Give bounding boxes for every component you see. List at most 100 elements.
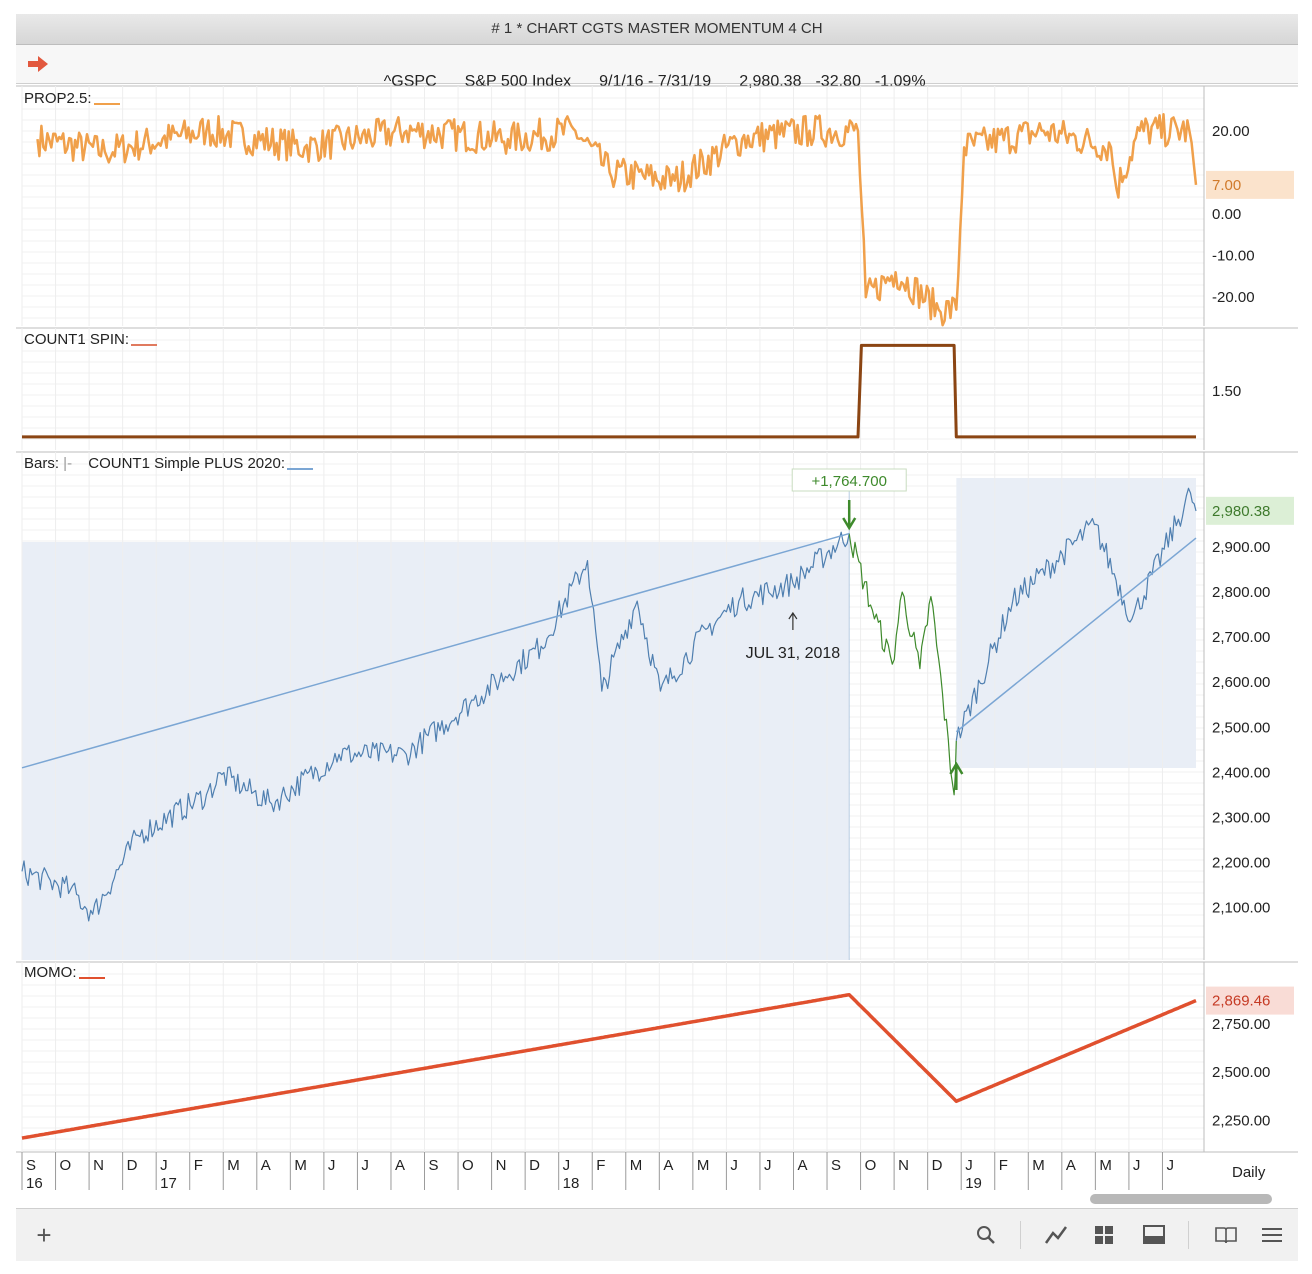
prop-tick-label: 0.00 (1212, 206, 1241, 223)
momo-badge (1206, 986, 1294, 1015)
month-label: D (932, 1157, 943, 1174)
price-panel-label: Bars: |- COUNT1 Simple PLUS 2020: (24, 455, 313, 472)
momo-tick-label: 2,500.00 (1212, 1064, 1270, 1081)
month-label: A (663, 1157, 673, 1174)
prop-series-line (36, 113, 1198, 327)
year-label: 18 (563, 1175, 580, 1192)
month-label: J (764, 1157, 772, 1174)
search-icon[interactable] (972, 1221, 1000, 1249)
month-label: S (26, 1157, 36, 1174)
month-label: A (261, 1157, 271, 1174)
price-shaded-region (22, 542, 850, 960)
price-tick-label: 2,900.00 (1212, 539, 1270, 556)
month-label: M (1032, 1157, 1045, 1174)
spin-panel-label: COUNT1 SPIN: (24, 331, 158, 348)
prop-tick-label: -10.00 (1212, 248, 1255, 265)
price-tick-label: 2,700.00 (1212, 629, 1270, 646)
panel-icon[interactable] (1140, 1221, 1168, 1249)
prop-badge (1206, 170, 1294, 199)
month-label: F (999, 1157, 1008, 1174)
line-chart-icon[interactable] (1042, 1221, 1070, 1249)
prop-tick-label: 20.00 (1212, 123, 1250, 140)
annotation-profit-label: +1,764.700 (811, 473, 887, 490)
momo-badge-label: 2,869.46 (1212, 993, 1270, 1010)
window-title: # 1 * CHART CGTS MASTER MOMENTUM 4 CH (491, 20, 823, 37)
price-tick-label: 2,300.00 (1212, 809, 1270, 826)
study-label: COUNT1 Simple PLUS 2020: (88, 455, 285, 472)
month-label: D (529, 1157, 540, 1174)
momo-tick-label: 2,250.00 (1212, 1113, 1270, 1130)
window-title-bar: # 1 * CHART CGTS MASTER MOMENTUM 4 CH (16, 14, 1298, 45)
price-trendline (21, 532, 850, 769)
plus-icon[interactable]: + (36, 1220, 52, 1250)
month-label: D (127, 1157, 138, 1174)
sell-arrow-icon (842, 500, 857, 531)
year-label: 19 (965, 1175, 982, 1192)
toolbar-divider (1020, 1221, 1021, 1249)
month-label: O (462, 1157, 474, 1174)
month-label: F (194, 1157, 203, 1174)
month-label: N (898, 1157, 909, 1174)
price-shaded-region (956, 478, 1196, 768)
price-series-line (848, 533, 957, 796)
month-label: J (965, 1157, 973, 1174)
month-label: N (496, 1157, 507, 1174)
month-label: S (831, 1157, 841, 1174)
month-label: J (361, 1157, 369, 1174)
annotation-date-label: JUL 31, 2018 (746, 645, 841, 662)
month-label: J (1166, 1157, 1174, 1174)
price-tick-label: 2,200.00 (1212, 854, 1270, 871)
price-tick-label: 2,100.00 (1212, 899, 1270, 916)
price-tick-label: 2,400.00 (1212, 764, 1270, 781)
month-label: A (395, 1157, 405, 1174)
bars-label: Bars: (24, 455, 60, 472)
month-label: M (697, 1157, 710, 1174)
bottom-toolbar: + (16, 1208, 1298, 1261)
month-label: S (429, 1157, 439, 1174)
prop-tick-label: -20.00 (1212, 289, 1255, 306)
month-label: M (1099, 1157, 1112, 1174)
toolbar-divider (1188, 1221, 1189, 1249)
year-label: 17 (160, 1175, 177, 1192)
year-label: 16 (26, 1175, 43, 1192)
annotation-box (791, 468, 907, 492)
price-badge (1206, 496, 1294, 525)
month-label: J (563, 1157, 571, 1174)
buy-arrow-icon (949, 761, 964, 790)
book-icon[interactable] (1212, 1221, 1240, 1249)
price-series-line (955, 487, 1197, 741)
price-tick-label: 2,500.00 (1212, 719, 1270, 736)
month-label: J (160, 1157, 168, 1174)
right-arrow-icon[interactable] (26, 54, 50, 74)
month-label: M (630, 1157, 643, 1174)
menu-icon[interactable] (1258, 1221, 1286, 1249)
month-label: F (596, 1157, 605, 1174)
month-label: O (865, 1157, 877, 1174)
month-label: M (294, 1157, 307, 1174)
month-label: J (730, 1157, 738, 1174)
month-label: J (1133, 1157, 1141, 1174)
spin-tick-label: 1.50 (1212, 383, 1241, 400)
month-label: A (1066, 1157, 1076, 1174)
month-label: A (797, 1157, 807, 1174)
price-tick-label: 2,600.00 (1212, 674, 1270, 691)
period-selector[interactable]: Daily (1232, 1164, 1266, 1181)
momo-panel-label: MOMO: (24, 964, 105, 981)
month-label: O (60, 1157, 72, 1174)
horizontal-scrollbar[interactable] (1090, 1194, 1272, 1204)
spin-series-line (22, 343, 1196, 439)
price-tick-label: 2,800.00 (1212, 584, 1270, 601)
momo-tick-label: 2,750.00 (1212, 1016, 1270, 1033)
month-label: N (93, 1157, 104, 1174)
month-label: M (227, 1157, 240, 1174)
price-badge-label: 2,980.38 (1212, 503, 1270, 520)
price-series-line (21, 531, 850, 922)
date-marker-arrow-icon (788, 611, 798, 630)
prop-panel-label: PROP2.5: (24, 90, 120, 107)
month-label: J (328, 1157, 336, 1174)
prop-badge-label: 7.00 (1212, 177, 1241, 194)
price-trendline (955, 537, 1197, 733)
momo-series-line (21, 992, 1197, 1140)
grid-icon[interactable] (1090, 1221, 1118, 1249)
